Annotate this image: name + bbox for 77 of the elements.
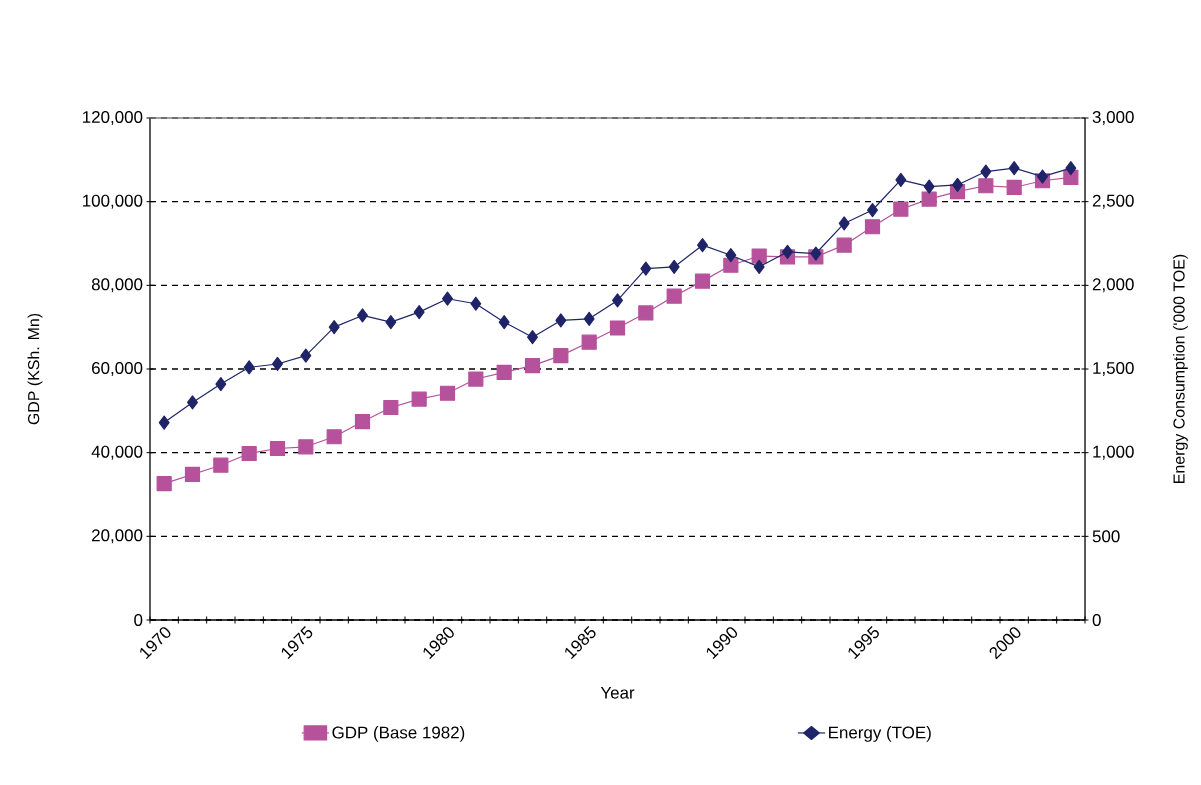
point — [498, 315, 510, 330]
point — [638, 305, 654, 321]
point — [411, 391, 427, 407]
point — [243, 360, 255, 375]
point — [1065, 161, 1077, 176]
point — [158, 415, 170, 430]
point — [751, 248, 767, 264]
point — [553, 348, 569, 364]
point — [725, 248, 737, 263]
point — [187, 395, 198, 410]
y2-tick-label: 3,000 — [1092, 111, 1134, 125]
point — [442, 291, 453, 306]
legend-label: Energy (TOE) — [829, 726, 931, 742]
point — [640, 261, 652, 276]
point — [496, 364, 512, 380]
point — [527, 330, 538, 345]
y-tick-label: 120,000 — [83, 110, 143, 125]
point — [753, 259, 765, 275]
point — [215, 376, 227, 392]
point — [923, 179, 935, 194]
point — [978, 178, 994, 194]
y2-axis-title: Energy Consumption ('000 TOE) — [1172, 254, 1188, 483]
point — [836, 237, 852, 253]
y2-tick-label: 500 — [1092, 530, 1120, 543]
point — [413, 305, 425, 320]
point — [300, 348, 312, 363]
point — [269, 440, 286, 457]
point — [298, 439, 314, 455]
point — [723, 257, 739, 273]
point — [555, 313, 567, 328]
y-tick-label: 60,000 — [92, 362, 143, 376]
point — [357, 308, 368, 323]
point — [893, 201, 909, 217]
point — [895, 172, 907, 188]
y2-tick-label: 2,500 — [1092, 194, 1134, 209]
y-tick-label: 80,000 — [91, 278, 143, 293]
point — [213, 457, 229, 473]
y-axis-title: GDP (KSh. Mn) — [27, 313, 43, 425]
point — [470, 296, 482, 311]
point — [697, 238, 708, 253]
y2-tick-label: 1,500 — [1093, 362, 1134, 376]
y2-tick-label: 2,000 — [1092, 278, 1134, 293]
point — [612, 293, 623, 308]
point — [156, 476, 172, 492]
point — [1006, 179, 1022, 196]
y-tick-label: 100,000 — [83, 194, 143, 209]
y-tick-label: 0 — [134, 614, 143, 626]
point — [668, 259, 680, 275]
point — [921, 191, 937, 207]
point — [609, 320, 626, 336]
y-tick-label: 40,000 — [91, 445, 143, 460]
point — [1008, 161, 1020, 176]
point — [810, 246, 822, 261]
point — [383, 399, 399, 416]
point — [385, 315, 397, 330]
point — [583, 311, 595, 326]
legend-label: GDP (Base 1982) — [332, 726, 465, 742]
point — [468, 371, 484, 387]
point — [581, 334, 597, 350]
point — [354, 414, 371, 430]
point — [241, 445, 257, 462]
x-axis-title: Year — [600, 686, 635, 699]
point — [439, 385, 456, 401]
point — [1037, 169, 1048, 184]
point — [864, 219, 881, 235]
point — [524, 358, 541, 374]
point — [782, 244, 793, 259]
point — [184, 466, 201, 483]
point — [326, 429, 342, 445]
point — [838, 216, 850, 231]
point — [328, 320, 340, 335]
point — [666, 288, 682, 304]
y2-tick-label: 1,000 — [1093, 445, 1134, 460]
y2-tick-label: 0 — [1092, 614, 1101, 626]
y-tick-label: 20,000 — [92, 529, 143, 544]
point — [694, 273, 711, 289]
point — [980, 164, 992, 179]
